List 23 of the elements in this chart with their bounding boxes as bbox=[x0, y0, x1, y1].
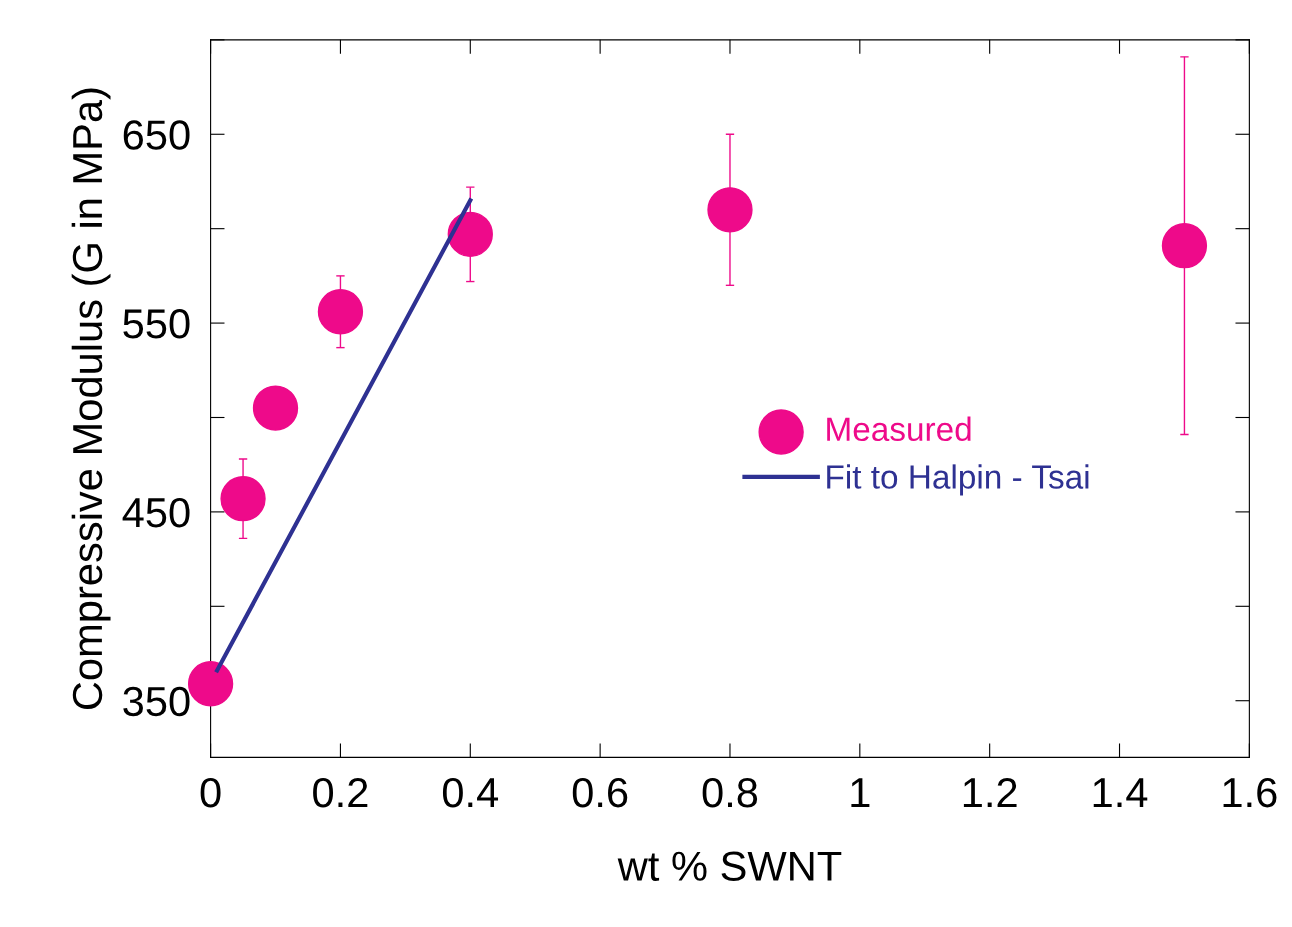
legend-label: Fit to Halpin - Tsai bbox=[827, 464, 1089, 496]
x-tick-label: 0.2 bbox=[313, 777, 368, 808]
point bbox=[1161, 223, 1208, 269]
x-tick-label: 0.4 bbox=[442, 777, 499, 808]
x-tick-label: 0 bbox=[200, 777, 221, 808]
point bbox=[220, 476, 266, 522]
x-tick-label: 1.2 bbox=[963, 777, 1017, 807]
point bbox=[707, 187, 753, 233]
point bbox=[252, 385, 299, 431]
x-tick-label: 0.8 bbox=[702, 777, 758, 808]
x-axis-title: wt % SWNT bbox=[617, 851, 842, 881]
y-tick-label: 550 bbox=[123, 309, 190, 339]
x-tick-label: 1 bbox=[851, 778, 870, 807]
x-tick-label: 1.6 bbox=[1223, 777, 1277, 808]
y-tick-label: 350 bbox=[123, 686, 190, 717]
point bbox=[317, 289, 364, 335]
y-tick-label: 650 bbox=[123, 120, 190, 150]
legend-label: Measured bbox=[827, 416, 971, 442]
x-tick-label: 1.4 bbox=[1093, 778, 1148, 807]
y-axis-title: Compressive Modulus (G in MPa) bbox=[71, 88, 111, 710]
x-tick-label: 0.6 bbox=[572, 777, 628, 808]
point bbox=[447, 211, 493, 257]
y-tick-label: 450 bbox=[122, 497, 190, 528]
